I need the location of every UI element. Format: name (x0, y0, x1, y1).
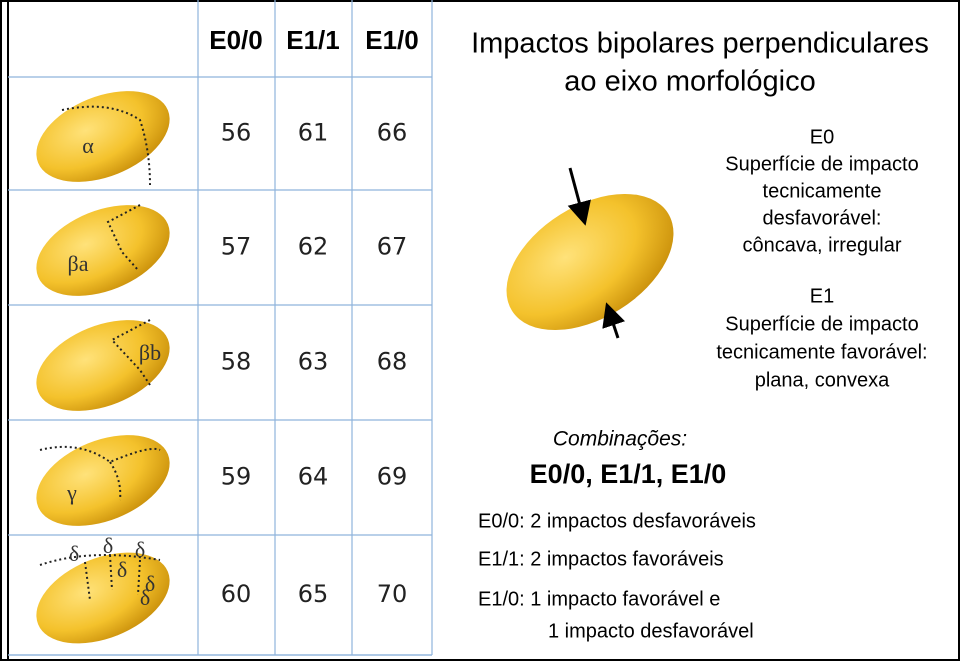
cell-value: 64 (298, 463, 329, 491)
column-header: E1/0 (365, 25, 419, 55)
cell-value: 67 (377, 233, 408, 261)
e0-text: desfavorável: (763, 207, 882, 229)
column-header: E0/0 (209, 25, 263, 55)
stone-label: δ (103, 533, 113, 558)
column-header: E1/1 (286, 25, 340, 55)
cell-value: 56 (221, 119, 252, 147)
stone-label: δ (117, 557, 127, 582)
combination-item: E0/0: 2 impactos desfavoráveis (478, 510, 756, 532)
stone-label: δ (140, 585, 150, 610)
e1-heading: E1 (810, 285, 834, 307)
panel-title: ao eixo morfológico (564, 66, 815, 98)
combinations-label: Combinações: (553, 428, 687, 451)
stone-label: δ (135, 537, 145, 562)
combination-item: E1/0: 1 impacto favorável e (478, 588, 720, 610)
stone (23, 417, 183, 544)
e0-text: Superfície de impacto (725, 153, 918, 175)
cell-value: 59 (221, 463, 252, 491)
cell-value: 69 (377, 463, 408, 491)
cell-value: 63 (298, 348, 329, 376)
stone-label: βb (139, 340, 161, 365)
cell-value: 58 (221, 348, 252, 376)
stone (23, 302, 183, 429)
cell-value: 57 (221, 233, 252, 261)
cell-value: 68 (377, 348, 408, 376)
e0-heading: E0 (810, 126, 834, 148)
combination-item: E1/1: 2 impactos favoráveis (478, 548, 724, 570)
page: E0/0 E1/1 E1/0 α 56 61 66 βa 57 62 67 βb 58 63 68 γ 59 64… (0, 0, 960, 661)
stone (23, 73, 183, 200)
e1-text: plana, convexa (755, 369, 890, 391)
cell-value: 65 (298, 580, 329, 608)
cell-value: 70 (377, 580, 408, 608)
cell-value: 61 (298, 119, 329, 147)
stone-label: δ (69, 541, 79, 566)
cell-value: 66 (377, 119, 408, 147)
stone-label: βa (68, 251, 89, 276)
stone-label: γ (66, 480, 77, 505)
stone-illustration (482, 166, 697, 358)
e1-text: tecnicamente favorável: (716, 341, 927, 363)
e0-text: côncava, irregular (743, 234, 902, 256)
cell-value: 62 (298, 233, 329, 261)
stone-label: α (82, 133, 94, 158)
stone (23, 187, 183, 314)
e1-text: Superfície de impacto (725, 313, 918, 335)
diagram: E0/0 E1/1 E1/0 α 56 61 66 βa 57 62 67 βb 58 63 68 γ 59 64… (0, 0, 960, 661)
panel-title: Impactos bipolares perpendiculares (471, 28, 929, 60)
combinations: E0/0, E1/1, E1/0 (530, 459, 727, 489)
cell-value: 60 (221, 580, 252, 608)
e0-text: tecnicamente (763, 180, 882, 202)
combination-item: 1 impacto desfavorável (548, 620, 754, 642)
